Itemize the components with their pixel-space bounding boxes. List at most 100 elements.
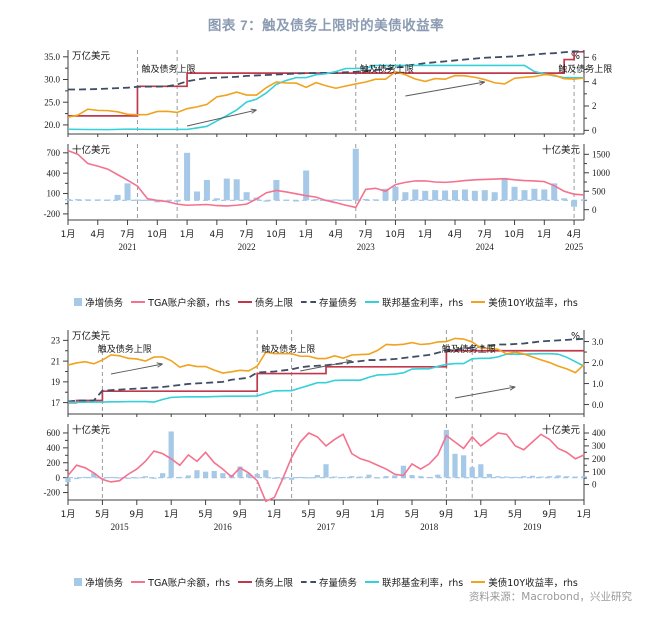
legend-item[interactable]: 存量债务 xyxy=(301,295,357,309)
legend-marker-line xyxy=(365,581,380,583)
x-axis-tick-label: 4月 xyxy=(209,229,224,240)
x-axis-tick-label: 7月 xyxy=(120,229,135,240)
net-issuance-bar xyxy=(323,464,329,478)
x-axis-year-label: 2015 xyxy=(111,522,130,532)
x-axis-tick-label: 1月 xyxy=(180,229,195,240)
lower-left-tick-label: 600 xyxy=(47,428,61,438)
net-issuance-bar xyxy=(581,476,587,478)
net-issuance-bar xyxy=(293,200,300,202)
series-debt-ceiling xyxy=(68,349,584,404)
legend-item[interactable]: 美债10Y收益率，rhs xyxy=(471,295,578,309)
upper-right-tick-label: 0.0 xyxy=(592,400,604,410)
legend-item[interactable]: 债务上限 xyxy=(238,575,293,589)
net-issuance-bar xyxy=(223,178,230,201)
net-issuance-bar xyxy=(332,199,339,201)
legend-item[interactable]: 净增债务 xyxy=(74,575,123,589)
lower-left-tick-label: 400 xyxy=(47,443,61,453)
net-issuance-bar xyxy=(82,476,88,479)
upper-left-tick-label: 17 xyxy=(51,398,61,408)
net-issuance-bar xyxy=(159,473,166,478)
lower-left-tick-label: 100 xyxy=(47,189,61,199)
x-axis-tick-label: 5月 xyxy=(198,509,213,520)
legend-item[interactable]: 净增债务 xyxy=(74,295,123,309)
x-axis-tick-label: 4月 xyxy=(448,229,463,240)
annotation-debt-ceiling: 触及债务上限 xyxy=(261,343,315,355)
x-axis-tick-label: 7月 xyxy=(239,229,254,240)
trend-arrow xyxy=(110,362,163,375)
annotation-debt-ceiling: 触及债务上限 xyxy=(98,343,152,355)
legend-item[interactable]: TGA账户余额，rhs xyxy=(131,295,230,309)
net-issuance-bar xyxy=(91,473,97,478)
net-issuance-bar xyxy=(134,199,141,201)
legend-marker-line xyxy=(131,581,146,583)
net-issuance-bar xyxy=(73,477,80,480)
net-issuance-bar xyxy=(233,179,240,201)
lower-right-tick-label: 300 xyxy=(592,441,606,451)
net-issuance-bar xyxy=(412,189,419,201)
net-issuance-bar xyxy=(134,477,140,479)
net-issuance-bar xyxy=(521,476,527,478)
upper-left-unit-label: 万亿美元 xyxy=(72,50,111,62)
net-issuance-bar xyxy=(306,477,312,479)
net-issuance-bar xyxy=(409,475,415,478)
net-issuance-bar xyxy=(531,188,538,201)
net-issuance-bar xyxy=(245,473,252,478)
annotation-debt-ceiling: 触及债务上限 xyxy=(360,63,414,75)
lower-right-tick-label: 0 xyxy=(592,480,597,490)
net-issuance-bar xyxy=(442,190,449,201)
x-axis-year-label: 2018 xyxy=(420,522,439,532)
upper-left-tick-label: 25.0 xyxy=(44,97,60,107)
net-issuance-bar xyxy=(151,477,157,479)
legend-label: TGA账户余额，rhs xyxy=(148,298,231,309)
net-issuance-bar xyxy=(555,475,561,478)
legend-item[interactable]: 联邦基金利率，rhs xyxy=(365,295,463,309)
net-issuance-bar xyxy=(400,465,407,478)
legend-label: 净增债务 xyxy=(85,298,124,309)
legend-item[interactable]: 债务上限 xyxy=(238,295,293,309)
net-issuance-bar xyxy=(342,199,349,201)
net-issuance-bar xyxy=(220,473,226,478)
net-issuance-bar xyxy=(64,198,72,201)
net-issuance-bar xyxy=(435,474,441,478)
upper-right-tick-label: 0 xyxy=(592,126,597,136)
net-issuance-bar xyxy=(478,464,484,478)
lower-left-tick-label: -200 xyxy=(44,488,61,498)
legend-bottom: 净增债务 TGA账户余额，rhs 债务上限 存量债务 联邦基金利率，rhs 美债10Y收益… xyxy=(0,575,652,589)
net-issuance-bar xyxy=(108,476,114,479)
x-axis-tick-label: 10月 xyxy=(266,229,286,240)
net-issuance-bar xyxy=(99,477,106,479)
lower-right-tick-label: 500 xyxy=(592,186,606,196)
trend-arrow-head xyxy=(509,385,516,391)
x-axis-tick-label: 1月 xyxy=(473,509,488,520)
x-axis-tick-label: 5月 xyxy=(508,509,523,520)
x-axis-tick-label: 7月 xyxy=(477,229,492,240)
legend-item[interactable]: TGA账户余额，rhs xyxy=(131,575,230,589)
trend-arrow xyxy=(186,108,257,127)
x-axis-year-label: 2016 xyxy=(214,522,233,532)
series-ust-10y xyxy=(67,337,585,374)
lower-right-unit-label: 十亿美元 xyxy=(542,424,581,436)
net-issuance-bar xyxy=(297,476,303,479)
net-issuance-bar xyxy=(288,477,295,480)
net-issuance-bar xyxy=(417,476,424,478)
x-axis-year-label: 2024 xyxy=(476,242,495,252)
legend-label: 净增债务 xyxy=(85,578,124,589)
legend-label: 存量债务 xyxy=(319,578,358,589)
net-issuance-bar xyxy=(383,476,389,478)
lower-right-tick-label: 400 xyxy=(592,428,606,438)
chart-bottom-svg: 17 19 21 23 0.0 1.0 2.0 3.0 -200 0 200 400 600 0 100 20… xyxy=(44,330,606,532)
net-issuance-bar xyxy=(452,453,458,478)
legend-label: 美债10Y收益率，rhs xyxy=(488,298,578,309)
net-issuance-bar xyxy=(392,475,398,478)
net-issuance-bar xyxy=(366,474,372,478)
net-issuance-bar xyxy=(551,183,558,201)
legend-item[interactable]: 存量债务 xyxy=(301,575,357,589)
net-issuance-bar xyxy=(349,476,355,478)
legend-item[interactable]: 联邦基金利率，rhs xyxy=(365,575,463,589)
upper-left-tick-label: 20.0 xyxy=(44,120,60,130)
legend-item[interactable]: 美债10Y收益率，rhs xyxy=(471,575,578,589)
lower-right-tick-label: 1000 xyxy=(592,168,611,178)
net-issuance-bar xyxy=(529,475,536,478)
upper-right-unit-label: % xyxy=(571,51,580,62)
legend-label: TGA账户余额，rhs xyxy=(148,578,231,589)
